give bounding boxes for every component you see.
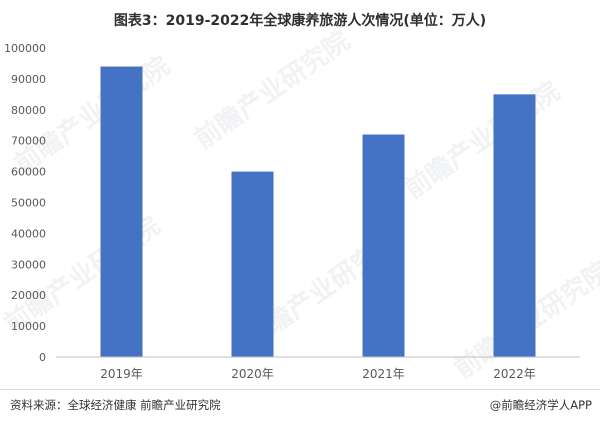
- bar-2021年: [362, 134, 405, 357]
- bar-2022年: [493, 94, 536, 357]
- y-tick-label: 20000: [11, 289, 46, 302]
- y-tick-label: 100000: [4, 42, 46, 55]
- y-tick-label: 30000: [11, 258, 46, 271]
- y-tick-label: 50000: [11, 197, 46, 210]
- x-tick-label: 2021年: [362, 367, 405, 381]
- y-tick-label: 40000: [11, 227, 46, 240]
- y-tick-label: 90000: [11, 73, 46, 86]
- x-tick-label: 2019年: [100, 367, 143, 381]
- y-axis-ticks: 0 10000 20000 30000 40000 50000 60000 70000 8000…: [4, 42, 46, 364]
- y-tick-label: 0: [39, 351, 46, 364]
- chart-title: 图表3：2019-2022年全球康养旅游人次情况(单位：万人): [113, 13, 487, 29]
- x-tick-label: 2022年: [493, 367, 536, 381]
- x-tick-label: 2020年: [231, 367, 274, 381]
- y-tick-label: 80000: [11, 104, 46, 117]
- bar-2019年: [100, 66, 143, 357]
- credit-note: @前瞻经济学人APP: [489, 398, 592, 412]
- bars-group: [100, 66, 536, 357]
- y-tick-label: 70000: [11, 135, 46, 148]
- bar-2020年: [231, 171, 274, 357]
- footer-divider: [0, 389, 600, 390]
- x-axis-ticks: 2019年 2020年 2021年 2022年: [100, 367, 536, 381]
- source-note: 资料来源：全球经济健康 前瞻产业研究院: [10, 398, 221, 412]
- y-tick-label: 10000: [11, 320, 46, 333]
- y-tick-label: 60000: [11, 166, 46, 179]
